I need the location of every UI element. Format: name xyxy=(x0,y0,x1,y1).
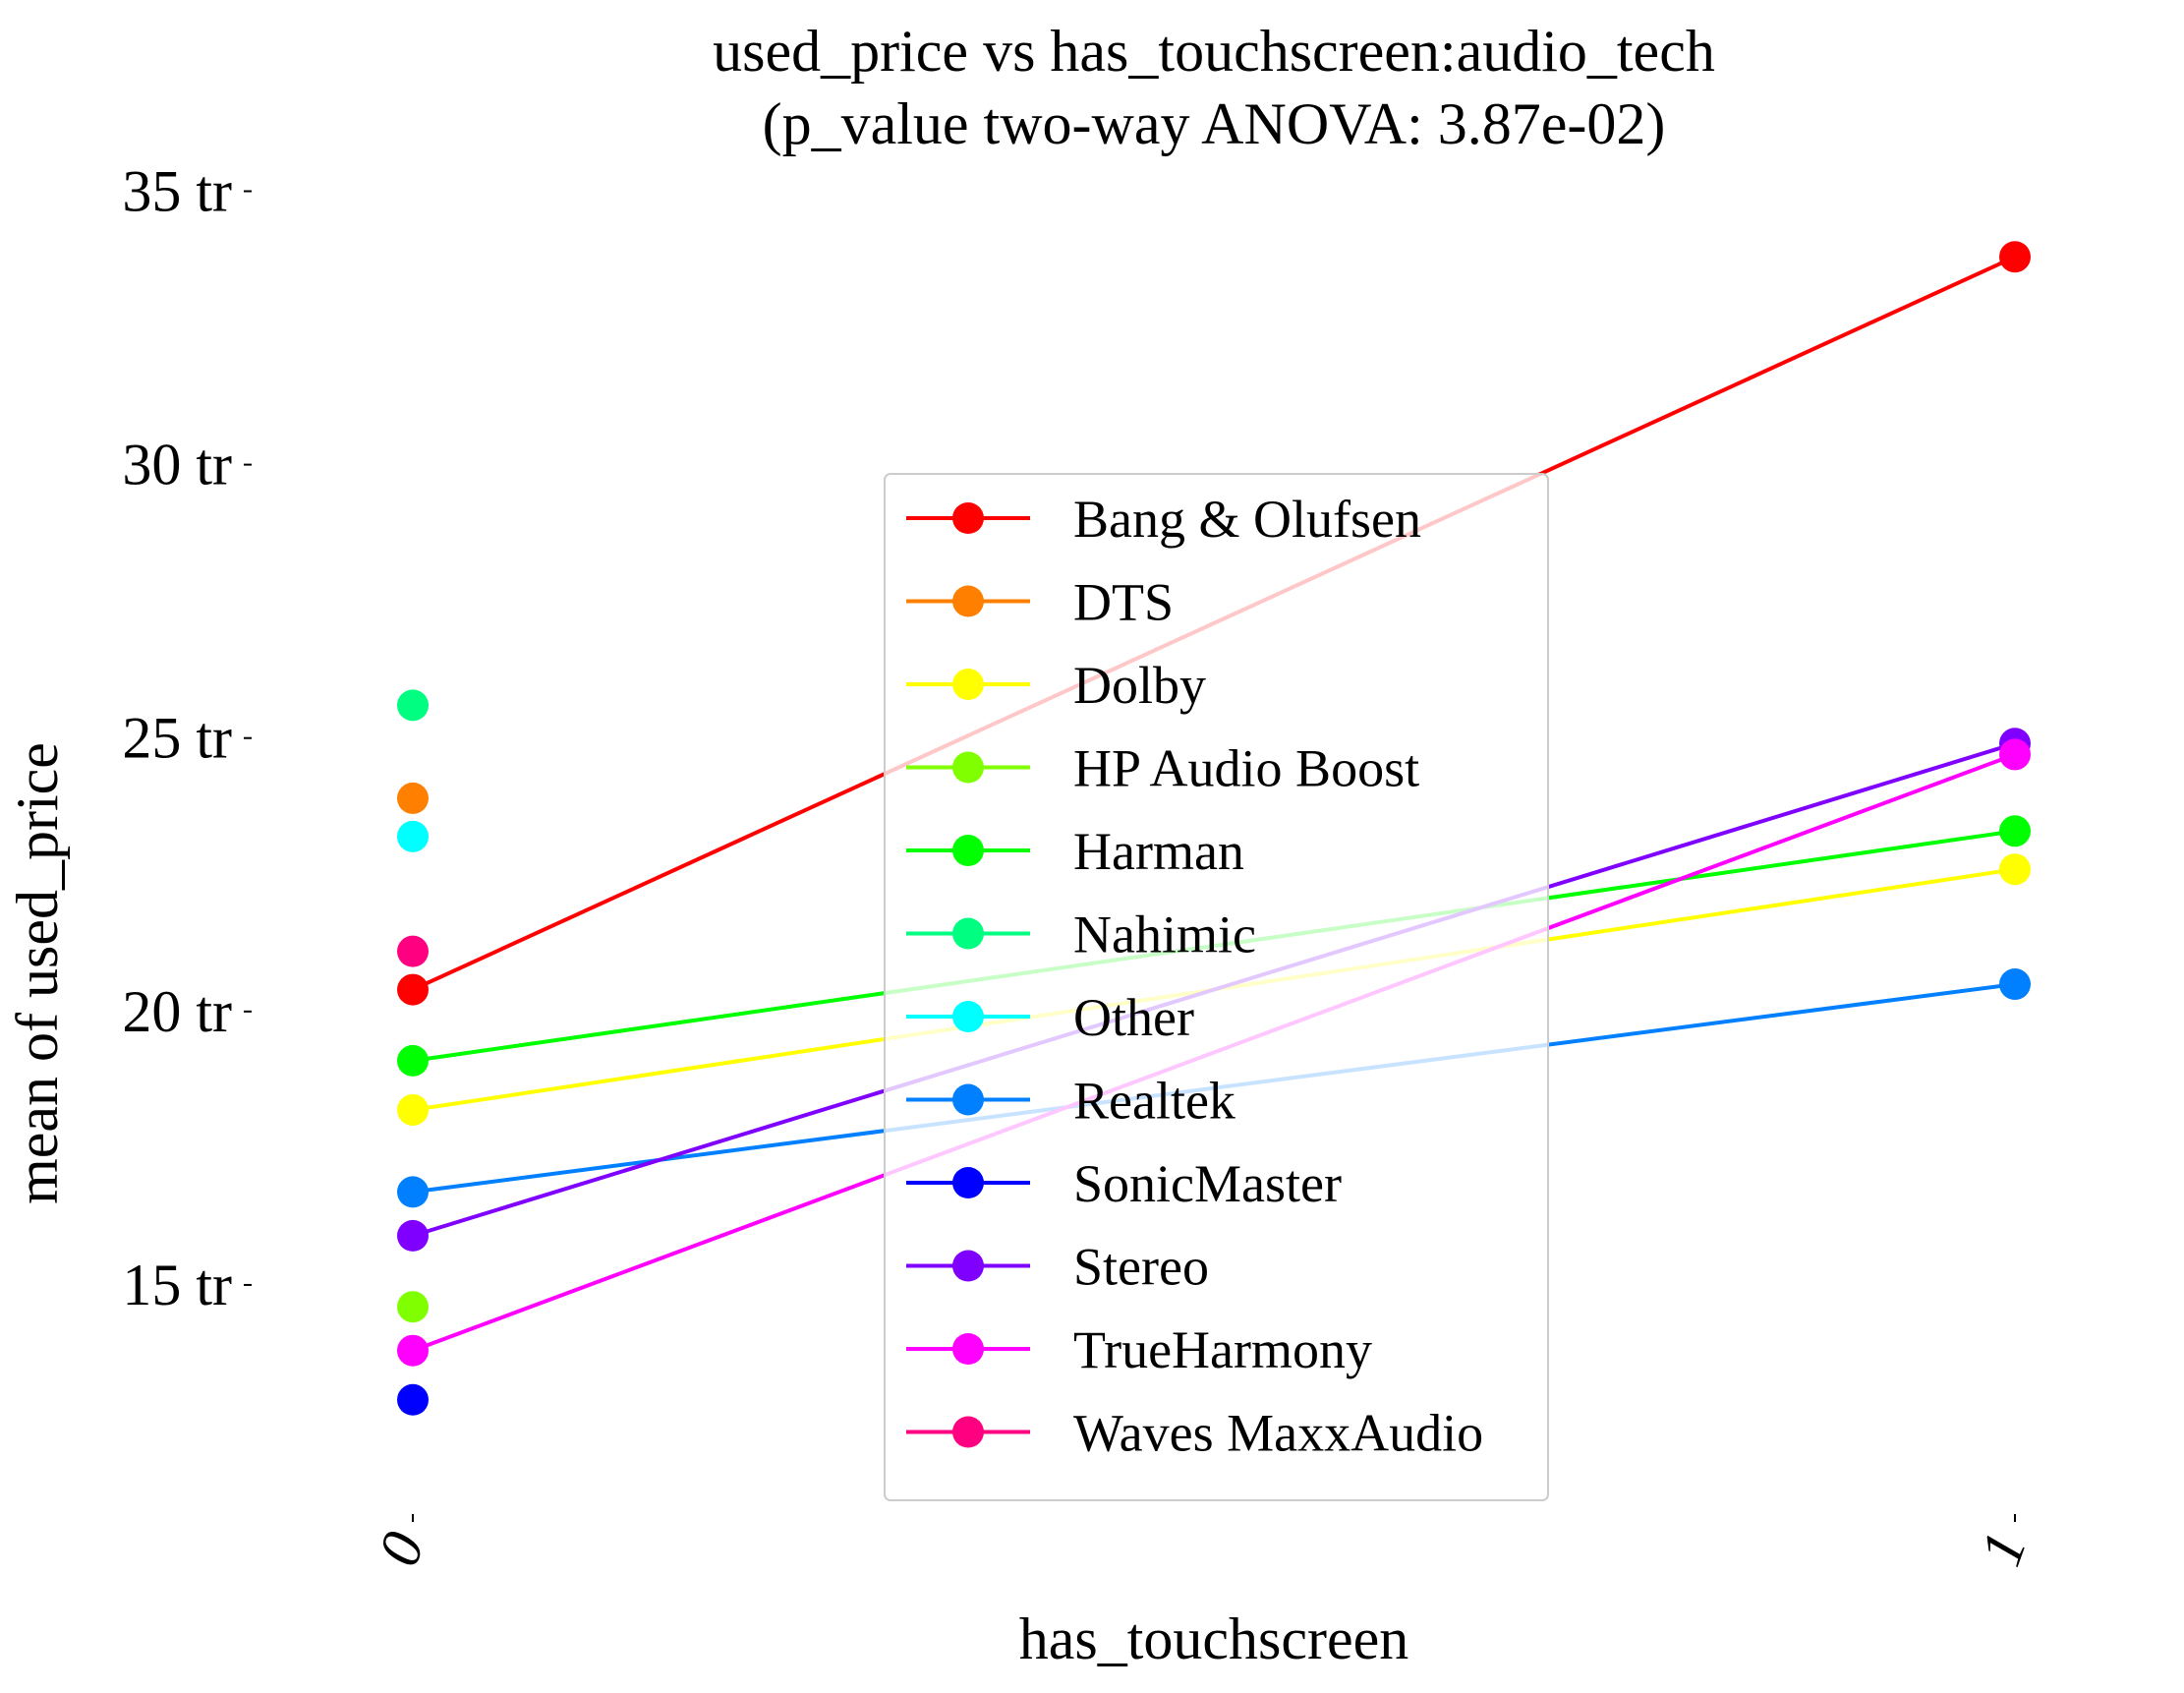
y-tick-label: 25 tr xyxy=(122,706,232,771)
data-point xyxy=(1999,738,2031,771)
data-point xyxy=(397,1334,429,1367)
legend-item-nahimic: Nahimic xyxy=(906,905,1256,964)
legend-label: HP Audio Boost xyxy=(1073,739,1419,798)
legend-swatch-marker xyxy=(952,917,984,950)
data-point xyxy=(397,820,429,852)
legend-box xyxy=(884,473,1549,1501)
y-axis: 15 tr 20 tr 25 tr 30 tr 35 tr xyxy=(122,158,252,1317)
legend-label: Waves MaxxAudio xyxy=(1073,1404,1483,1463)
legend: Bang & Olufsen DTS Dolby HP Audio Boost Harm… xyxy=(884,473,1549,1501)
legend-swatch-marker xyxy=(952,1001,984,1032)
y-tick-label: 30 tr xyxy=(122,433,232,497)
legend-item-stereo: Stereo xyxy=(906,1238,1209,1297)
legend-item-dolby: Dolby xyxy=(906,656,1206,715)
legend-swatch-marker xyxy=(952,669,984,700)
legend-swatch-marker xyxy=(952,585,984,617)
series-dts xyxy=(397,782,429,814)
legend-label: DTS xyxy=(1073,573,1174,632)
legend-item-trueharmony: TrueHarmony xyxy=(906,1320,1372,1379)
legend-item-realtek: Realtek xyxy=(906,1072,1236,1131)
y-tick-label: 15 tr xyxy=(122,1253,232,1317)
legend-label: Bang & Olufsen xyxy=(1073,490,1421,549)
series-waves-maxxaudio xyxy=(397,935,429,967)
legend-item-dts: DTS xyxy=(906,573,1174,632)
chart-title: used_price vs has_touchscreen:audio_tech xyxy=(713,19,1715,84)
series-hp-audio-boost xyxy=(397,1291,429,1323)
legend-item-harman: Harman xyxy=(906,822,1244,881)
data-point xyxy=(397,782,429,814)
legend-swatch-marker xyxy=(952,835,984,866)
legend-swatch-marker xyxy=(952,502,984,534)
legend-swatch-marker xyxy=(952,751,984,784)
x-axis-label: has_touchscreen xyxy=(1019,1606,1409,1671)
y-axis-label: mean of used_price xyxy=(5,742,70,1204)
data-point xyxy=(397,1383,429,1416)
data-point xyxy=(1999,853,2031,886)
x-tick-label: 1 xyxy=(1968,1524,2039,1574)
data-point xyxy=(1999,241,2031,273)
legend-swatch-marker xyxy=(952,1250,984,1282)
data-point xyxy=(397,689,429,722)
data-point xyxy=(397,1093,429,1126)
legend-swatch-marker xyxy=(952,1416,984,1448)
legend-item-sonicmaster: SonicMaster xyxy=(906,1154,1342,1213)
y-tick-label: 20 tr xyxy=(122,979,232,1044)
legend-label: SonicMaster xyxy=(1073,1154,1342,1213)
chart-subtitle: (p_value two-way ANOVA: 3.87e-02) xyxy=(763,91,1666,156)
data-point xyxy=(1999,815,2031,847)
y-tick-label: 35 tr xyxy=(122,158,232,223)
legend-label: TrueHarmony xyxy=(1073,1320,1372,1379)
legend-swatch-marker xyxy=(952,1333,984,1365)
data-point xyxy=(397,973,429,1006)
legend-label: Other xyxy=(1073,988,1194,1047)
series-sonicmaster xyxy=(397,1383,429,1416)
x-tick-label: 0 xyxy=(366,1524,436,1574)
legend-label: Harman xyxy=(1073,822,1244,881)
data-point xyxy=(397,1044,429,1077)
data-point xyxy=(1999,968,2031,1001)
legend-item-other: Other xyxy=(906,988,1194,1047)
data-point xyxy=(397,935,429,967)
legend-label: Realtek xyxy=(1073,1072,1236,1131)
data-point xyxy=(397,1219,429,1252)
legend-label: Dolby xyxy=(1073,656,1206,715)
legend-item-bang-and-olufsen: Bang & Olufsen xyxy=(906,490,1421,549)
legend-item-hp-audio-boost: HP Audio Boost xyxy=(906,739,1419,798)
series-other xyxy=(397,820,429,852)
series-nahimic xyxy=(397,689,429,722)
legend-label: Stereo xyxy=(1073,1238,1209,1297)
legend-label: Nahimic xyxy=(1073,905,1256,964)
legend-item-waves-maxxaudio: Waves MaxxAudio xyxy=(906,1404,1483,1463)
data-point xyxy=(397,1176,429,1208)
legend-swatch-marker xyxy=(952,1083,984,1116)
data-point xyxy=(397,1291,429,1323)
legend-swatch-marker xyxy=(952,1167,984,1198)
